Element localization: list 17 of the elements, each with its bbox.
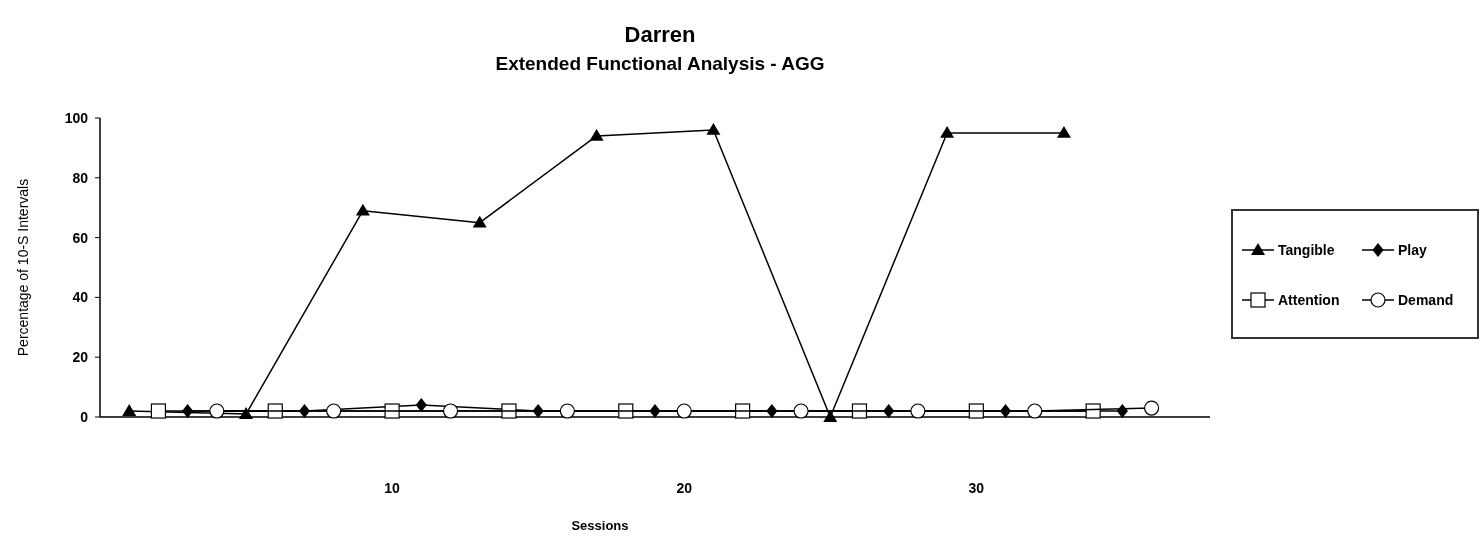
y-tick-label: 40 xyxy=(72,289,89,306)
y-tick-label: 100 xyxy=(64,110,89,126)
legend-label: Demand xyxy=(1398,292,1454,308)
x-axis-title: Sessions xyxy=(571,518,629,533)
x-tick-label: 30 xyxy=(968,480,985,496)
y-tick-label: 0 xyxy=(80,409,89,425)
chart-subtitle: Extended Functional Analysis - AGG xyxy=(495,53,825,74)
y-tick-label: 80 xyxy=(72,169,89,186)
chart-title: Darren xyxy=(624,22,696,47)
legend-label: Attention xyxy=(1278,292,1340,308)
y-axis-title: Percentage of 10-S Intervals xyxy=(15,178,31,357)
y-tick-label: 60 xyxy=(72,229,89,246)
x-tick-label: 10 xyxy=(384,480,401,496)
legend-label: Play xyxy=(1398,242,1428,258)
y-tick-label: 20 xyxy=(72,349,89,366)
x-tick-label: 20 xyxy=(676,480,693,496)
legend-label: Tangible xyxy=(1278,242,1335,258)
